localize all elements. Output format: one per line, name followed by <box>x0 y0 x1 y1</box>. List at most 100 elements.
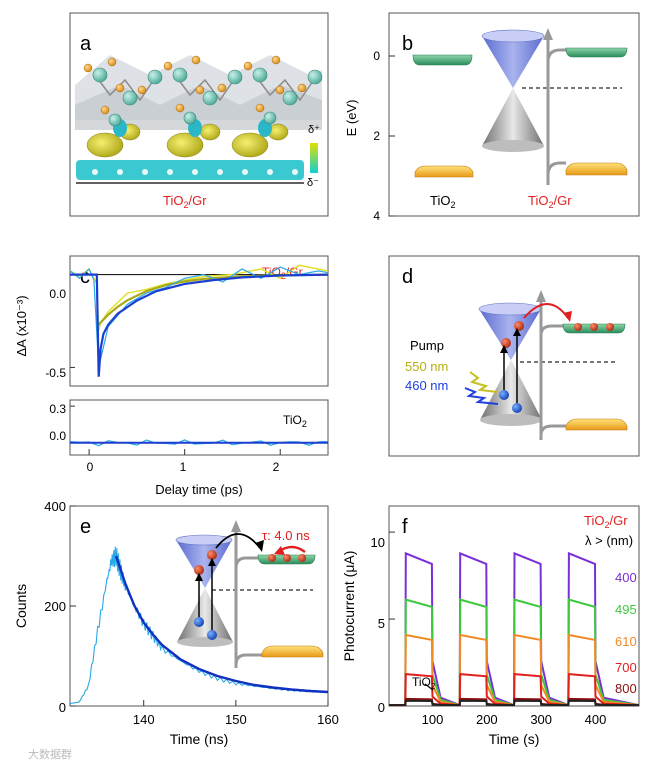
e-excited-electron-2 <box>194 565 204 575</box>
e-ytick-label-0: 0 <box>59 700 66 715</box>
e-excitation-arrowhead-1 <box>195 573 203 581</box>
f-ytick-label-0: 0 <box>378 700 385 715</box>
b-cb-connector <box>546 48 566 63</box>
f-series-tio2 <box>389 699 640 707</box>
b-energy-arrowhead <box>543 28 553 40</box>
e-xtick-label-150: 150 <box>225 712 247 727</box>
panel-c-bottom-frame <box>69 399 329 456</box>
panel-letter-d: d <box>402 266 413 288</box>
e-electron-2 <box>283 554 291 562</box>
f-xtick-label-300: 300 <box>530 712 552 727</box>
f-xlabel: Time (s) <box>489 731 540 747</box>
e-hole-2 <box>207 630 217 640</box>
delta-plus-label: δ⁺ <box>308 124 320 136</box>
b-vb-connector <box>546 161 566 176</box>
b-hetero-label: TiO2/Gr <box>528 193 572 210</box>
e-lower-cone <box>177 588 233 642</box>
e-ytick-label-200: 200 <box>44 599 66 614</box>
d-vb-pad <box>565 418 628 431</box>
c-ylabel: ΔA (x10⁻³) <box>14 295 29 356</box>
e-vb-pad <box>261 645 324 658</box>
b-graphene-lower-cone <box>482 88 544 146</box>
e-inset-diagram: τ: 4.0 ns <box>175 520 324 668</box>
d-electron-2 <box>590 323 598 331</box>
panel-d: d Pump 550 nm 460 nm <box>388 255 640 457</box>
e-electron-1 <box>268 554 276 562</box>
f-plot <box>389 531 640 707</box>
b-lower-cone-rim <box>482 140 544 152</box>
c-series-460nm-raw <box>69 266 329 368</box>
e-tau-label: τ: 4.0 ns <box>262 528 310 543</box>
e-excited-electron-1 <box>207 550 217 560</box>
c-series-460nm-fit <box>70 273 329 377</box>
f-xtick-label-400: 400 <box>585 712 607 727</box>
d-pump-label: Pump <box>410 338 444 353</box>
panel-b: 0 2 4 E (eV) b TiO2 TiO2/Gr <box>344 12 640 223</box>
d-lower-cone-rim <box>480 414 542 426</box>
b-hetero-vb-pad <box>565 162 628 176</box>
d-upper-cone-rim <box>478 302 542 316</box>
d-energy-arrowhead <box>536 290 546 302</box>
b-ylabel: E (eV) <box>344 100 359 137</box>
c-ytick-label-0: 0.0 <box>49 287 66 301</box>
d-hole-1 <box>499 390 509 400</box>
f-wl-label-800: 800 <box>615 681 637 696</box>
e-excitation-arrowhead-2 <box>208 558 216 566</box>
e-plot <box>69 505 329 707</box>
d-excitation-arrowhead-1 <box>500 345 508 353</box>
b-hetero-cb-pad <box>565 47 628 58</box>
e-electron-3 <box>298 554 306 562</box>
panel-letter-f: f <box>402 516 408 538</box>
e-ylabel: Counts <box>13 584 29 628</box>
c-bottom-ytick-label-03: 0.3 <box>49 402 66 416</box>
panel-f: f TiO2/Gr λ > (nm) 400 495 610 700 800 T… <box>341 505 640 747</box>
panel-letter-b: b <box>402 33 413 55</box>
e-series-fit <box>114 555 329 694</box>
delta-minus-label: δ⁻ <box>307 177 319 189</box>
c-series-550nm <box>69 264 329 331</box>
d-pump-550-arrow <box>469 371 498 393</box>
d-pump-460-arrow <box>464 387 499 405</box>
b-ytick-label-2: 2 <box>373 129 380 143</box>
e-vb-connector <box>234 653 262 666</box>
charge-scale-bar <box>310 143 318 173</box>
b-ytick-label-0: 0 <box>373 49 380 63</box>
f-title: TiO2/Gr <box>584 513 628 530</box>
e-ytick-label-400: 400 <box>44 499 66 514</box>
d-electron-3 <box>606 323 614 331</box>
b-tio2-cb-pad <box>412 54 473 66</box>
b-upper-cone-rim <box>481 29 545 43</box>
panel-a: δ⁺ δ⁻ a TiO2/Gr <box>69 12 329 217</box>
e-energy-arrowhead <box>231 520 241 532</box>
panel-a-heterostructure-label: TiO2/Gr <box>163 193 207 210</box>
b-tio2-vb-pad <box>414 165 474 178</box>
d-pump-550-label: 550 nm <box>405 359 448 374</box>
d-excitation-arrowhead-2 <box>513 328 521 336</box>
e-transfer-arrowhead <box>255 540 264 552</box>
panel-e: e <box>13 499 339 747</box>
e-hole-1 <box>194 617 204 627</box>
e-upper-cone <box>176 540 232 588</box>
panel-letter-c: c <box>80 266 90 288</box>
tio2-structure-illustration <box>75 55 323 184</box>
panel-letter-a: a <box>80 33 92 55</box>
e-xlabel: Time (ns) <box>170 731 229 747</box>
f-tio2-label: TiO2 <box>412 675 436 691</box>
f-ytick-label-5: 5 <box>378 616 385 631</box>
f-wl-label-700: 700 <box>615 660 637 675</box>
panel-c: c TiO2/Gr 0.0 -0.5 0.3 0.0 ΔA (x10⁻³) Ti… <box>14 255 329 497</box>
d-pump-460-label: 460 nm <box>405 378 448 393</box>
f-xtick-label-200: 200 <box>476 712 498 727</box>
f-ytick-label-10: 10 <box>371 535 385 550</box>
c-xtick-label-2: 2 <box>273 460 280 474</box>
f-lambda-label: λ > (nm) <box>585 533 633 548</box>
d-electron-1 <box>574 323 582 331</box>
d-vb-connector <box>539 424 566 436</box>
f-wl-label-610: 610 <box>615 634 637 649</box>
d-lower-cone <box>480 360 542 420</box>
d-transfer-arrowhead <box>563 311 572 322</box>
c-xtick-label-1: 1 <box>180 460 187 474</box>
c-top-plot <box>69 264 329 377</box>
e-xtick-label-160: 160 <box>317 712 339 727</box>
